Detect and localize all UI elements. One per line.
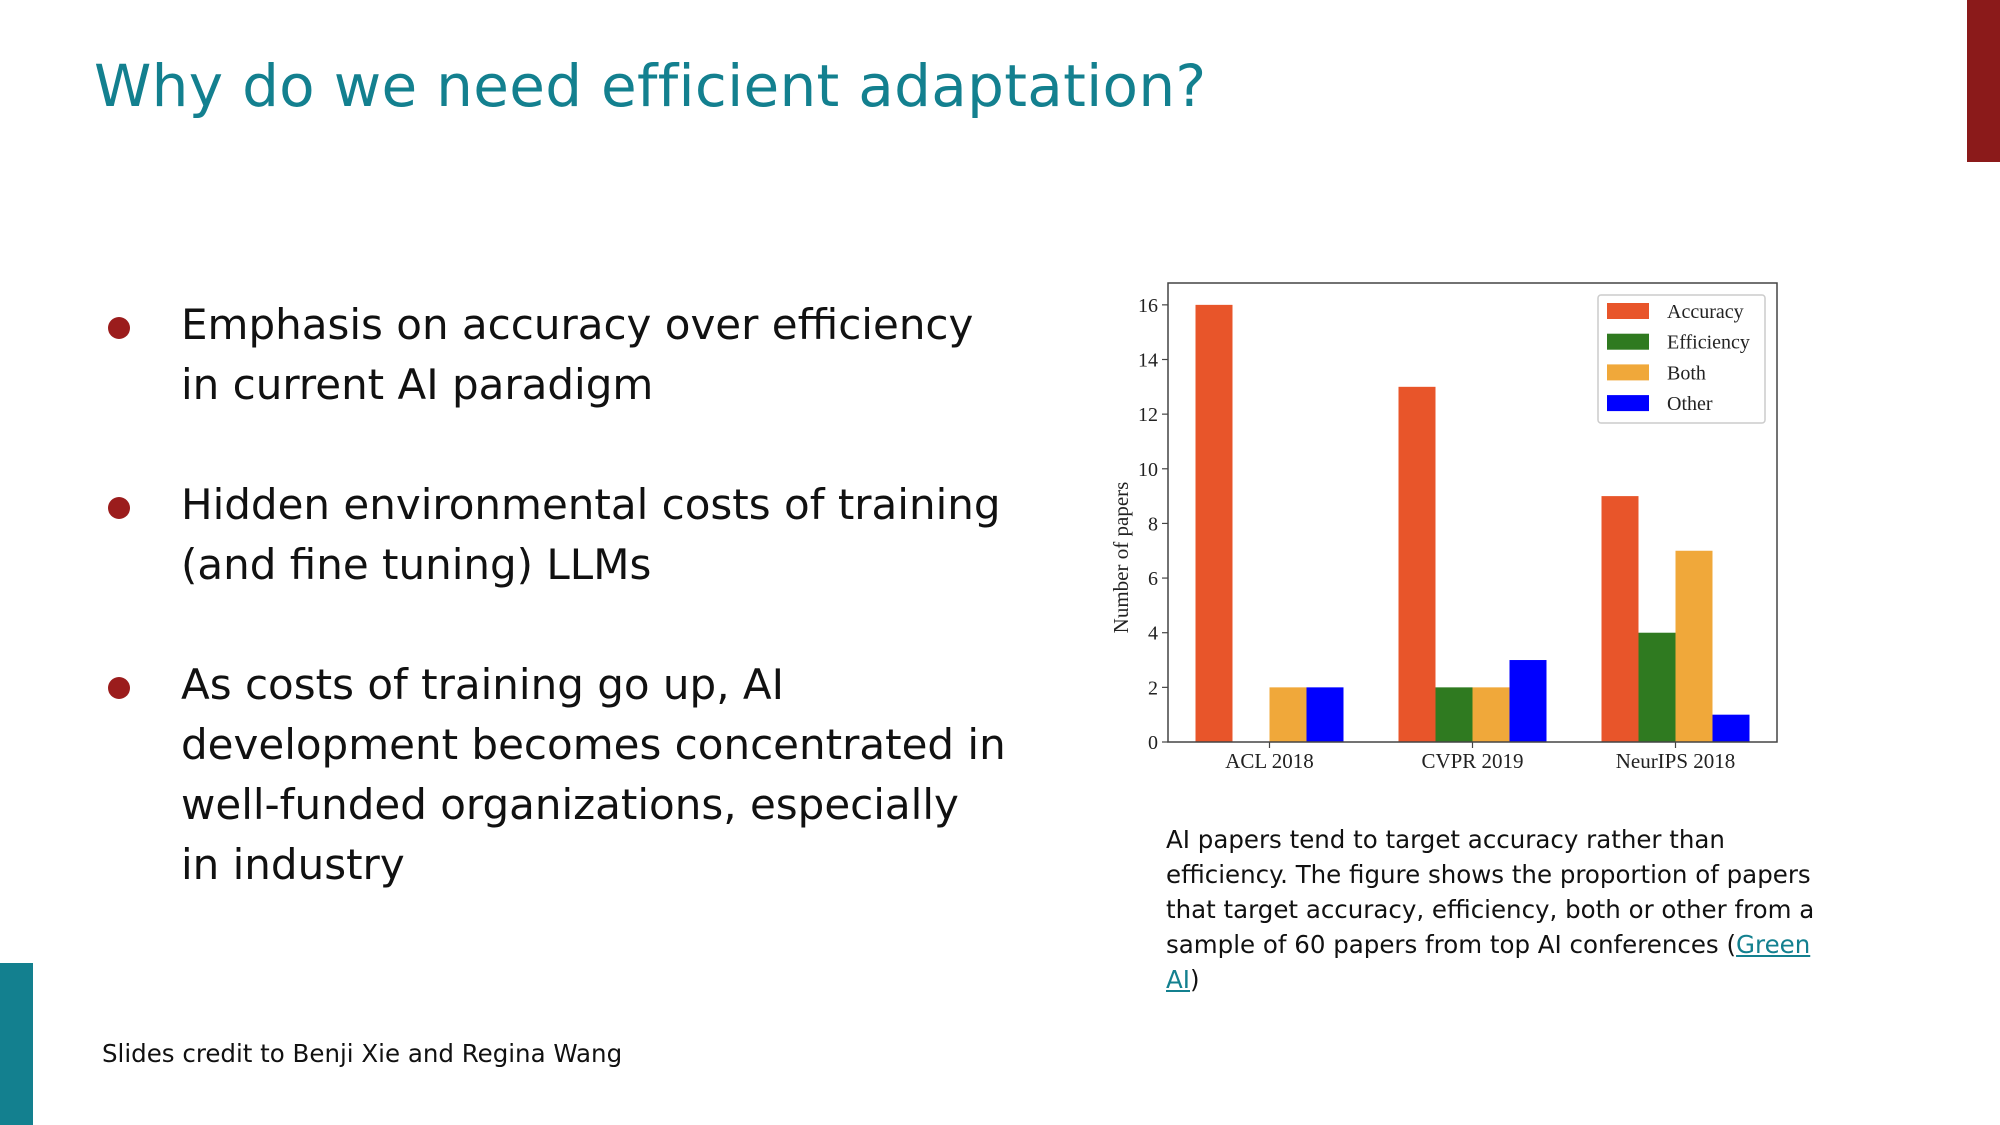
legend-swatch [1607, 395, 1649, 412]
legend-label: Accuracy [1667, 301, 1744, 323]
bullet-item: As costs of training go up, AI developme… [106, 655, 1006, 895]
y-axis-label: Number of papers [1109, 482, 1133, 634]
bar-accuracy [1195, 304, 1233, 742]
bar-efficiency [1638, 632, 1676, 742]
corner-accent-bar [1967, 0, 2000, 162]
legend-label: Efficiency [1667, 332, 1750, 354]
bar-both [1675, 550, 1713, 742]
bullet-text: Hidden environmental costs of training (… [181, 480, 1001, 589]
bar-accuracy [1398, 386, 1436, 742]
y-tick-label: 16 [1138, 295, 1158, 317]
y-tick-label: 6 [1148, 568, 1158, 590]
caption-text: AI papers tend to target accuracy rather… [1166, 825, 1815, 959]
bullet-dot-icon [108, 317, 130, 339]
bar-other [1306, 687, 1344, 742]
bullet-list: Emphasis on accuracy over efficiency in … [106, 295, 1006, 955]
legend-box [1597, 294, 1766, 424]
y-tick-label: 2 [1148, 677, 1158, 699]
y-tick-label: 0 [1148, 732, 1158, 754]
y-tick-label: 10 [1138, 459, 1158, 481]
y-tick-label: 12 [1138, 404, 1158, 426]
slide-title: Why do we need efficient adaptation? [94, 52, 1207, 120]
legend-swatch [1607, 364, 1649, 381]
bar-both [1269, 687, 1307, 742]
legend-label: Both [1667, 362, 1706, 384]
y-tick-label: 8 [1148, 513, 1158, 535]
legend-label: Other [1667, 393, 1713, 415]
bullet-item: Hidden environmental costs of training (… [106, 475, 1006, 595]
bar-accuracy [1601, 496, 1639, 742]
bar-efficiency [1435, 687, 1473, 742]
legend-swatch [1607, 303, 1649, 319]
legend-swatch [1607, 333, 1649, 350]
caption-end: ) [1190, 965, 1200, 994]
bullet-item: Emphasis on accuracy over efficiency in … [106, 295, 1006, 415]
bar-other [1712, 714, 1750, 742]
bullet-text: As costs of training go up, AI developme… [181, 660, 1006, 889]
side-accent-bar [0, 963, 33, 1125]
bullet-dot-icon [108, 677, 130, 699]
x-tick-label: ACL 2018 [1225, 749, 1313, 773]
bar-other [1509, 660, 1547, 742]
bullet-text: Emphasis on accuracy over efficiency in … [181, 300, 974, 409]
y-tick-label: 4 [1148, 623, 1158, 645]
y-tick-label: 14 [1138, 350, 1158, 372]
figure-caption: AI papers tend to target accuracy rather… [1166, 822, 1846, 997]
green-ai-link[interactable]: Green AI [1166, 930, 1811, 994]
bar-both [1472, 687, 1510, 742]
x-tick-label: NeurIPS 2018 [1616, 749, 1736, 773]
bullet-dot-icon [108, 497, 130, 519]
slide-credit: Slides credit to Benji Xie and Regina Wa… [102, 1039, 623, 1068]
x-tick-label: CVPR 2019 [1421, 749, 1523, 773]
